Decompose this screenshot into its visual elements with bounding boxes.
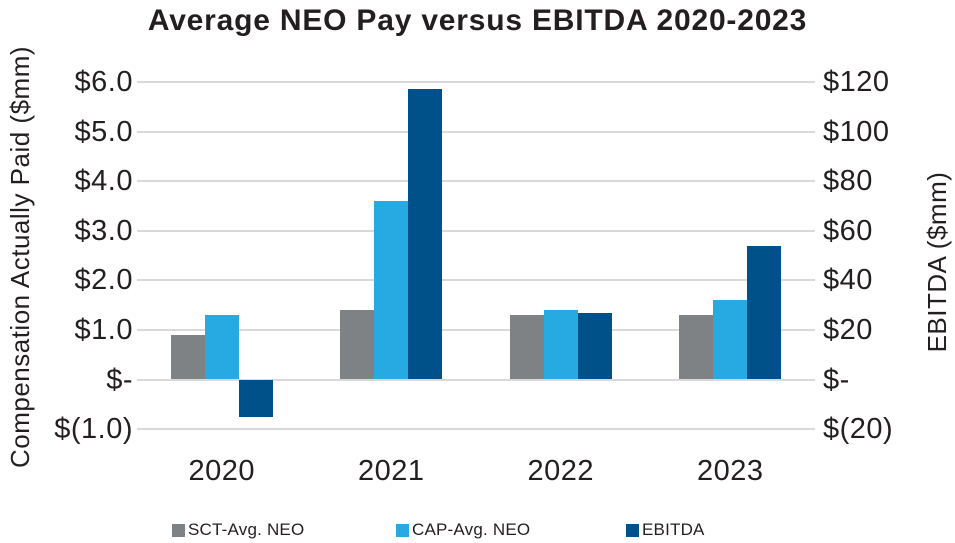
right-axis-tick-label: $120 xyxy=(823,65,890,98)
left-axis-tick-label: $5.0 xyxy=(74,115,133,148)
bar-cap-avg-neo-2023 xyxy=(713,300,748,380)
legend-swatch-sct-avg-neo xyxy=(172,523,185,537)
legend-item-cap-avg-neo: CAP-Avg. NEO xyxy=(396,519,530,541)
legend-swatch-ebitda xyxy=(626,523,639,537)
bar-ebitda-2022 xyxy=(577,312,612,380)
right-axis-tick-label: $40 xyxy=(823,264,873,297)
bar-cap-avg-neo-2022 xyxy=(543,310,578,380)
left-axis-tick-label: $3.0 xyxy=(74,214,133,247)
gridline xyxy=(137,378,815,381)
x-axis-label-2023: 2023 xyxy=(696,455,764,487)
gridline xyxy=(137,130,815,133)
left-axis-tick-label: $1.0 xyxy=(74,313,133,346)
bar-cap-avg-neo-2021 xyxy=(374,200,409,380)
bar-sct-avg-neo-2023 xyxy=(679,315,714,380)
right-axis-tick-label: $80 xyxy=(823,165,873,198)
right-axis-tick-label: $60 xyxy=(823,214,873,247)
legend-label: CAP-Avg. NEO xyxy=(412,520,531,539)
legend-swatch-cap-avg-neo xyxy=(396,523,409,537)
gridline xyxy=(137,80,815,83)
left-axis-title: Compensation Actually Paid ($mm) xyxy=(5,45,35,469)
right-axis-tick-label: $100 xyxy=(823,115,890,148)
legend-label: SCT-Avg. NEO xyxy=(188,520,305,539)
chart-title: Average NEO Pay versus EBITDA 2020-2023 xyxy=(147,4,808,37)
legend-label: EBITDA xyxy=(642,520,705,539)
gridline xyxy=(137,229,815,232)
bar-sct-avg-neo-2020 xyxy=(170,334,205,380)
bar-sct-avg-neo-2021 xyxy=(340,310,375,380)
left-axis-tick-label: $- xyxy=(106,363,133,396)
x-axis-label-2020: 2020 xyxy=(188,455,255,487)
bar-ebitda-2023 xyxy=(747,245,782,380)
right-axis-tick-label: $(20) xyxy=(823,413,894,446)
left-axis-tick-label: $(1.0) xyxy=(54,413,133,446)
bar-sct-avg-neo-2022 xyxy=(509,315,544,380)
x-axis-label-2021: 2021 xyxy=(357,455,425,487)
gridline xyxy=(137,428,815,431)
bar-cap-avg-neo-2020 xyxy=(204,315,239,380)
left-axis-tick-label: $6.0 xyxy=(74,65,133,98)
x-axis-label-2022: 2022 xyxy=(527,455,594,487)
right-axis-tick-label: $- xyxy=(823,363,850,396)
gridline xyxy=(137,180,815,183)
right-axis-tick-label: $20 xyxy=(823,313,873,346)
gridline xyxy=(137,328,815,331)
legend-item-sct-avg-neo: SCT-Avg. NEO xyxy=(172,519,304,541)
left-axis-tick-label: $4.0 xyxy=(74,165,133,198)
left-axis-tick-label: $2.0 xyxy=(74,264,133,297)
gridline xyxy=(137,279,815,282)
bar-ebitda-2021 xyxy=(408,89,443,380)
bar-ebitda-2020 xyxy=(238,379,273,417)
legend-item-ebitda: EBITDA xyxy=(626,519,705,541)
